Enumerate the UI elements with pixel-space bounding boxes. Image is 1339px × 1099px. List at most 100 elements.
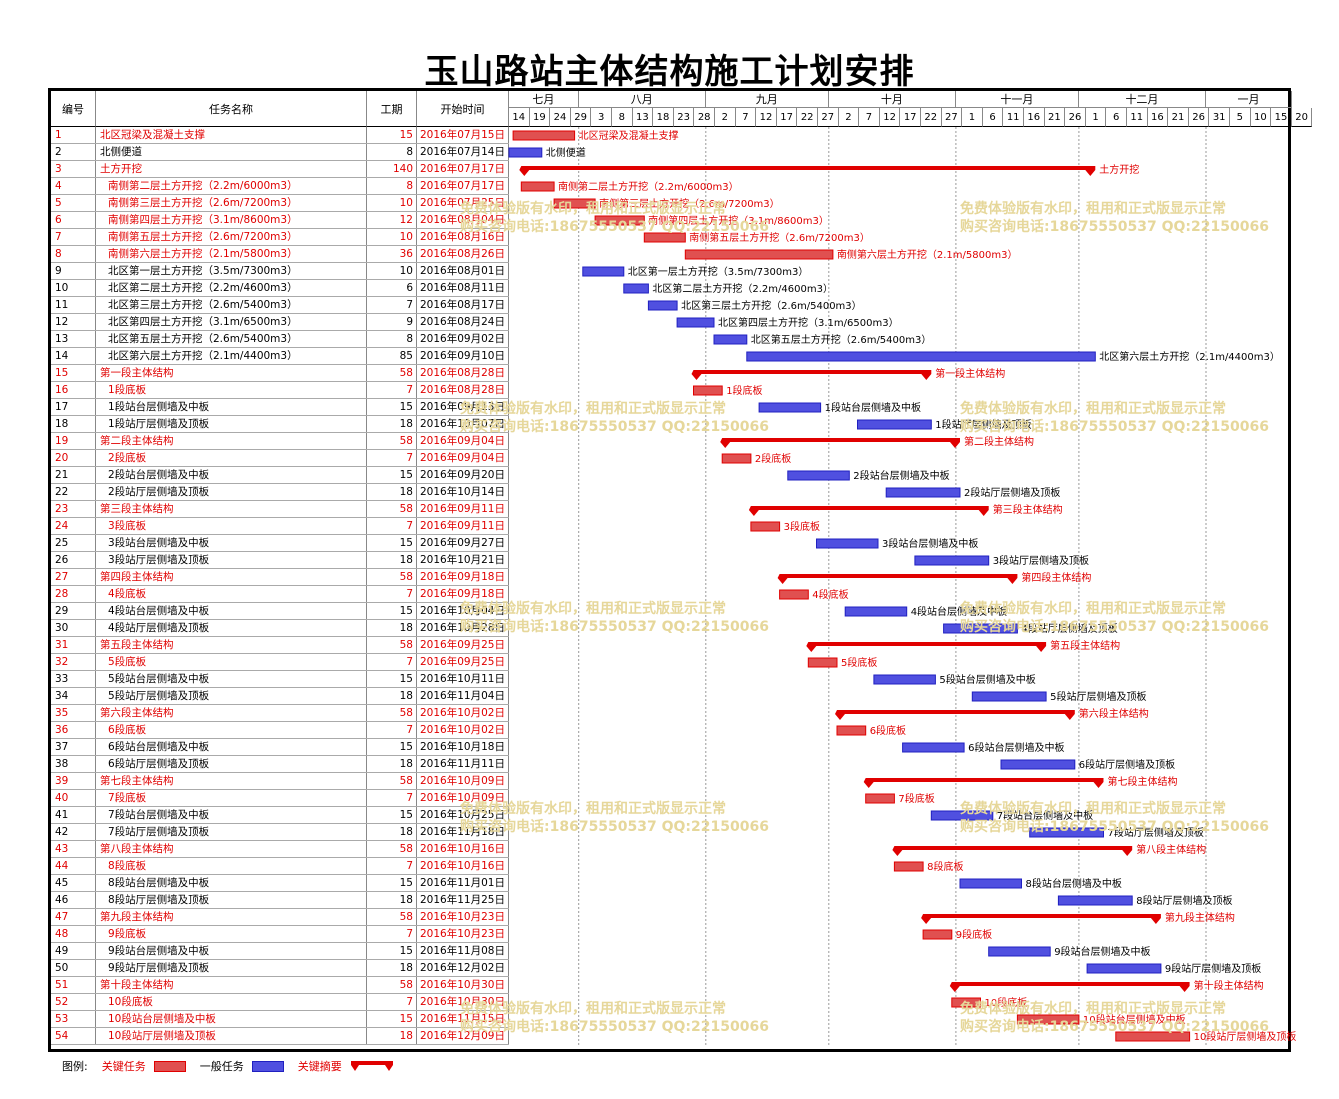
task-name: 第二段主体结构 [96,433,367,449]
table-row: 39 第七段主体结构 58 2016年10月09日 [51,773,509,790]
month-label: 十二月 [1078,91,1206,108]
task-start: 2016年08月01日 [417,263,509,279]
gantt-bar-critical: 6段底板 [836,724,906,737]
gantt-bar-normal: 5段站台层侧墙及中板 [873,673,1036,686]
bar-label: 1段站厅层侧墙及顶板 [935,418,1031,431]
table-row: 27 第四段主体结构 58 2016年09月18日 [51,569,509,586]
task-start: 2016年07月25日 [417,195,509,211]
gantt-bar-summary: 第八段主体结构 [892,843,1206,856]
table-row: 46 8段站厅层侧墙及顶板 18 2016年11月25日 [51,892,509,909]
table-row: 7 南侧第五层土方开挖（2.6m/7200m3） 10 2016年08月16日 [51,229,509,246]
bar-label: 南侧第三层土方开挖（2.6m/7200m3） [599,197,780,210]
gantt-bar-normal: 4段站厅层侧墙及顶板 [943,622,1118,635]
task-duration: 18 [367,620,417,636]
day-tick: 22 [797,108,818,127]
task-duration: 15 [367,1011,417,1027]
gantt-bar-normal: 北区第三层土方开挖（2.6m/5400m3） [647,299,862,312]
bar-label: 8段站厅层侧墙及顶板 [1136,894,1232,907]
task-name: 5段站厅层侧墙及顶板 [96,688,367,704]
table-row: 23 第三段主体结构 58 2016年09月11日 [51,501,509,518]
bar-label: 北区第一层土方开挖（3.5m/7300m3） [628,265,809,278]
table-row: 53 10段站台层侧墙及中板 15 2016年11月15日 [51,1011,509,1028]
task-duration: 7 [367,518,417,534]
month-label: 九月 [705,91,829,108]
task-id: 22 [51,484,96,500]
day-tick: 21 [1044,108,1066,127]
table-row: 26 3段站厅层侧墙及顶板 18 2016年10月21日 [51,552,509,569]
task-duration: 18 [367,416,417,432]
task-id: 15 [51,365,96,381]
gantt-bar-normal: 2段站厅层侧墙及顶板 [885,486,1060,499]
task-name: 8段站厅层侧墙及顶板 [96,892,367,908]
gantt-bar-normal: 1段站厅层侧墙及顶板 [857,418,1032,431]
task-duration: 7 [367,586,417,602]
task-name: 7段底板 [96,790,367,806]
header-name: 任务名称 [96,91,367,127]
task-id: 31 [51,637,96,653]
task-id: 17 [51,399,96,415]
bar-label: 第七段主体结构 [1108,775,1178,788]
gantt-bar-normal: 北区第四层土方开挖（3.1m/6500m3） [676,316,899,329]
task-name: 10段站厅层侧墙及顶板 [96,1028,367,1044]
table-row: 5 南侧第三层土方开挖（2.6m/7200m3） 10 2016年07月25日 [51,195,509,212]
bar-label: 北区冠梁及混凝土支撑 [579,129,679,142]
bar-label: 8段底板 [927,860,963,873]
task-id: 9 [51,263,96,279]
task-start: 2016年09月04日 [417,450,509,466]
day-tick: 5 [1230,108,1251,127]
header-id: 编号 [51,91,96,127]
table-row: 22 2段站厅层侧墙及顶板 18 2016年10月14日 [51,484,509,501]
task-duration: 15 [367,467,417,483]
table-row: 41 7段站台层侧墙及中板 15 2016年10月25日 [51,807,509,824]
bar-label: 4段底板 [812,588,848,601]
task-id: 34 [51,688,96,704]
task-start: 2016年10月02日 [417,705,509,721]
task-id: 5 [51,195,96,211]
task-id: 30 [51,620,96,636]
day-tick: 15 [1271,108,1292,127]
task-name: 南侧第二层土方开挖（2.2m/6000m3） [96,178,367,194]
task-id: 11 [51,297,96,313]
task-duration: 7 [367,450,417,466]
task-id: 45 [51,875,96,891]
gantt-bar-summary: 第六段主体结构 [835,707,1149,720]
month-label: 十一月 [955,91,1079,108]
task-name: 3段站厅层侧墙及顶板 [96,552,367,568]
day-tick: 10 [1250,108,1272,127]
gantt-bar-summary: 第五段主体结构 [806,639,1120,652]
day-tick: 7 [859,108,880,127]
task-duration: 15 [367,943,417,959]
task-id: 36 [51,722,96,738]
gantt-bar-normal: 北侧便道 [508,146,586,159]
task-start: 2016年10月16日 [417,858,509,874]
task-start: 2016年09月04日 [417,433,509,449]
gantt-bar-critical: 3段底板 [750,520,820,533]
task-start: 2016年09月02日 [417,331,509,347]
task-start: 2016年09月11日 [417,501,509,517]
table-row: 12 北区第四层土方开挖（3.1m/6500m3） 9 2016年08月24日 [51,314,509,331]
task-name: 5段站台层侧墙及中板 [96,671,367,687]
gantt-bar-normal: 1段站台层侧墙及中板 [758,401,921,414]
bar-label: 北区第六层土方开挖（2.1m/4400m3） [1099,350,1280,363]
task-name: 北区第三层土方开挖（2.6m/5400m3） [96,297,367,313]
task-start: 2016年08月28日 [417,365,509,381]
task-duration: 58 [367,977,417,993]
bar-label: 第五段主体结构 [1050,639,1120,652]
task-name: 5段底板 [96,654,367,670]
task-name: 9段底板 [96,926,367,942]
task-start: 2016年11月15日 [417,1011,509,1027]
task-start: 2016年09月18日 [417,586,509,602]
bar-label: 7段站厅层侧墙及顶板 [1108,826,1204,839]
gantt-bar-summary: 第二段主体结构 [720,435,1034,448]
day-tick: 23 [673,108,695,127]
task-start: 2016年08月04日 [417,212,509,228]
task-duration: 18 [367,824,417,840]
table-row: 42 7段站厅层侧墙及顶板 18 2016年11月18日 [51,824,509,841]
task-duration: 7 [367,382,417,398]
legend-summary-swatch [350,1061,393,1071]
gantt-bar-summary: 土方开挖 [519,163,1139,176]
table-row: 25 3段站台层侧墙及中板 15 2016年09月27日 [51,535,509,552]
gantt-bar-normal: 9段站厅层侧墙及顶板 [1086,962,1261,975]
task-duration: 58 [367,569,417,585]
task-start: 2016年10月04日 [417,603,509,619]
